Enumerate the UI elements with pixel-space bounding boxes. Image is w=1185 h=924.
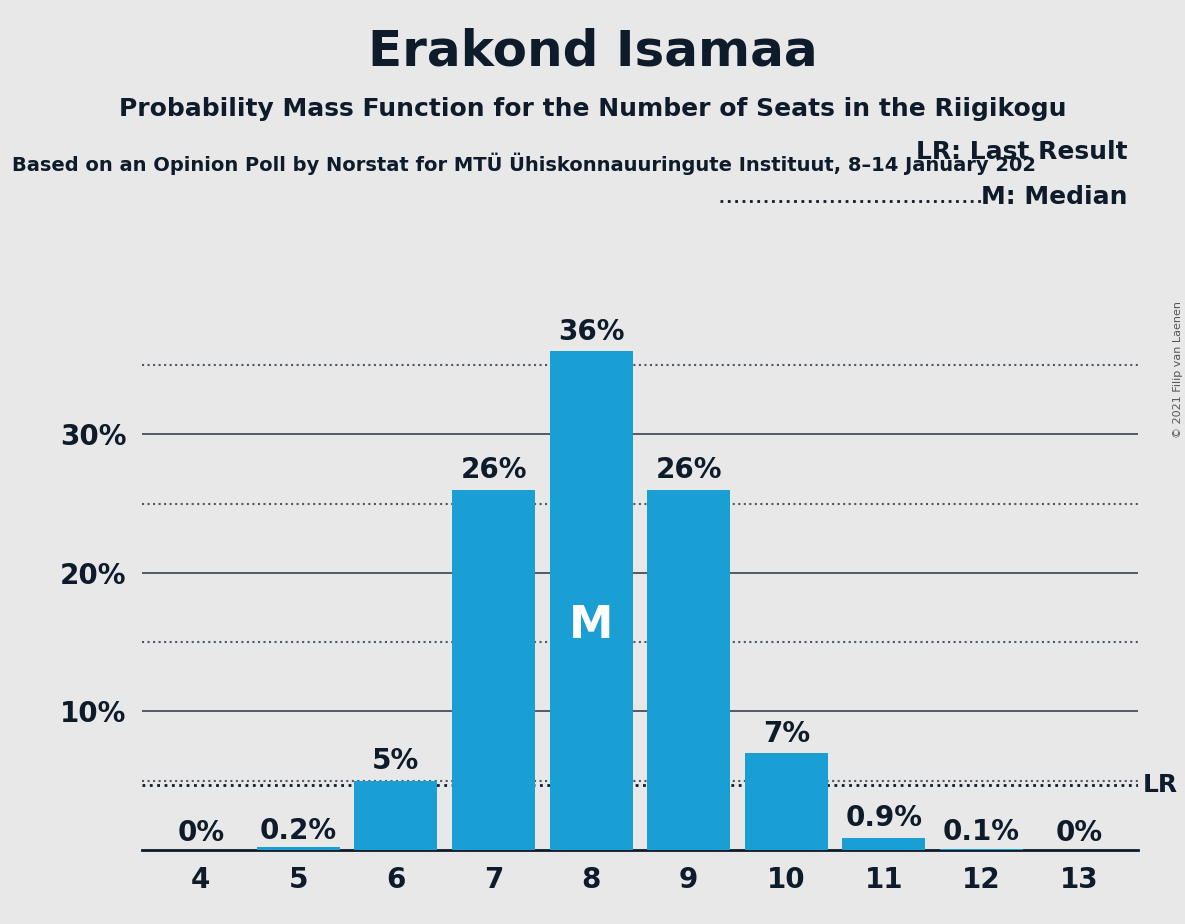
Text: 36%: 36% [558, 318, 624, 346]
Text: M: Median: M: Median [981, 185, 1128, 209]
Text: Based on an Opinion Poll by Norstat for MTÜ Ühiskonnauuringute Instituut, 8–14 J: Based on an Opinion Poll by Norstat for … [12, 152, 1036, 175]
Text: 0%: 0% [1056, 820, 1102, 847]
Text: Probability Mass Function for the Number of Seats in the Riigikogu: Probability Mass Function for the Number… [118, 97, 1066, 121]
Text: LR: LR [1142, 773, 1178, 796]
Text: 5%: 5% [372, 748, 419, 775]
Bar [940, 848, 1023, 850]
Text: M: M [569, 604, 614, 647]
Bar [550, 351, 633, 850]
Bar [843, 837, 925, 850]
Bar [451, 490, 534, 850]
Text: 26%: 26% [460, 456, 527, 484]
Text: LR: Last Result: LR: Last Result [916, 140, 1128, 164]
Bar [647, 490, 730, 850]
Text: 26%: 26% [655, 456, 722, 484]
Text: 0%: 0% [178, 820, 224, 847]
Bar [354, 781, 437, 850]
Bar [745, 753, 828, 850]
Bar [257, 847, 340, 850]
Text: 7%: 7% [763, 720, 809, 748]
Text: 0.1%: 0.1% [943, 818, 1020, 846]
Text: 0.2%: 0.2% [260, 817, 337, 845]
Text: 0.9%: 0.9% [845, 804, 922, 832]
Text: Erakond Isamaa: Erakond Isamaa [367, 28, 818, 76]
Text: © 2021 Filip van Laenen: © 2021 Filip van Laenen [1173, 301, 1183, 438]
